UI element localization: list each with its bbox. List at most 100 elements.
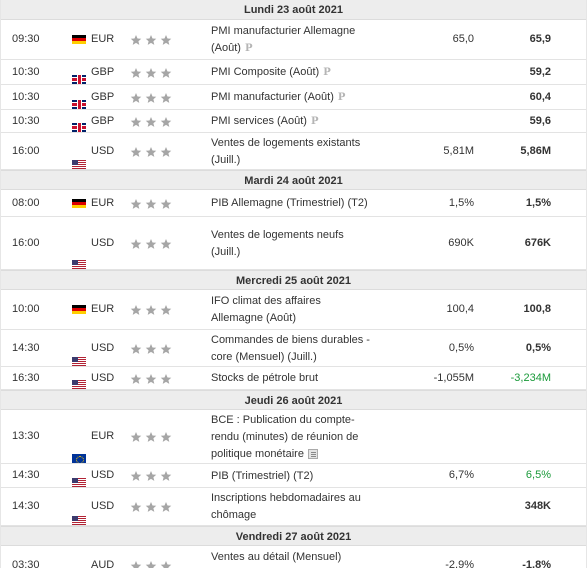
event-row[interactable]: 08:00 EUR PIB Allemagne (Trimestriel) (T2)… <box>1 190 586 217</box>
star-icon <box>145 432 157 442</box>
day-header: Mercredi 25 août 2021 <box>1 270 586 290</box>
currency-code: EUR <box>91 33 115 45</box>
event-time: 16:00 <box>12 236 40 249</box>
flag-us-icon <box>72 357 86 366</box>
event-row[interactable]: 03:30 AUD Ventes au détail (Mensuel)(Juill… <box>1 546 586 568</box>
importance-stars <box>130 431 172 443</box>
star-icon <box>145 305 157 315</box>
event-name-line: Ventes de logements existants <box>211 136 361 149</box>
event-time: 13:30 <box>12 430 40 442</box>
star-icon <box>145 471 157 481</box>
preliminary-icon: P <box>310 116 319 127</box>
event-row[interactable]: 14:30 USD Commandes de biens durables - cor… <box>1 330 586 367</box>
event-name-line: PMI Composite (Août) <box>211 66 320 78</box>
currency-code: USD <box>91 236 115 249</box>
event-row[interactable]: 10:00 EUR IFO climat des affaires Allemagne… <box>1 290 586 330</box>
event-time: 09:30 <box>12 33 40 45</box>
previous-value: 690K <box>448 236 474 249</box>
event-row[interactable]: 13:30 EUR BCE : Publication du compte-rend… <box>1 410 586 464</box>
star-icon <box>130 343 142 354</box>
event-name[interactable]: PMI services (Août) P <box>211 113 371 130</box>
event-name[interactable]: Inscriptions hebdomadaires au chômage <box>211 490 371 524</box>
event-name-line: (Juill.) <box>211 245 241 258</box>
flag-us-icon <box>72 380 86 389</box>
importance-stars <box>130 343 172 355</box>
event-row[interactable]: 14:30 USD Inscriptions hebdomadaires au chô… <box>1 488 586 526</box>
preliminary-icon: P <box>337 92 346 103</box>
actual-value: -1,8% <box>522 559 551 568</box>
flag-gb-icon <box>72 100 86 109</box>
event-name-line: Ventes de logements neufs <box>211 228 344 241</box>
event-name[interactable]: PMI manufacturier (Août) P <box>211 89 371 106</box>
star-icon <box>130 373 142 384</box>
star-icon <box>145 373 157 384</box>
star-icon <box>130 67 142 78</box>
event-row[interactable]: 10:30 GBP PMI services (Août) P 59,6 <box>1 110 586 133</box>
event-name[interactable]: Commandes de biens durables - core (Mensu… <box>211 332 371 366</box>
importance-stars <box>130 92 172 104</box>
flag-us-icon <box>72 478 86 487</box>
importance-stars <box>130 67 172 79</box>
importance-stars <box>130 373 172 385</box>
report-icon[interactable] <box>307 448 318 459</box>
star-icon <box>145 198 157 209</box>
event-name[interactable]: PIB (Trimestriel) (T2) <box>211 468 371 485</box>
star-icon <box>130 35 142 45</box>
event-row[interactable]: 14:30 USD PIB (Trimestriel) (T2) 6,7% 6,5% <box>1 464 586 488</box>
event-time: 10:30 <box>12 90 40 103</box>
event-name[interactable]: IFO climat des affaires Allemagne (Août) <box>211 293 371 327</box>
event-time: 14:30 <box>12 469 40 481</box>
star-icon <box>130 92 142 103</box>
event-row[interactable]: 10:30 GBP PMI Composite (Août) P 59,2 <box>1 60 586 85</box>
event-name-line: (Juill.) <box>211 153 241 166</box>
currency-code: AUD <box>91 559 115 568</box>
actual-value: 59,2 <box>529 65 551 78</box>
preliminary-icon: P <box>323 67 331 78</box>
event-name-line: politique monétaire <box>211 447 304 460</box>
event-row[interactable]: 16:30 USD Stocks de pétrole brut -1,055M -3,… <box>1 367 586 390</box>
star-icon <box>160 116 172 127</box>
previous-value: 0,5% <box>448 341 474 354</box>
star-icon <box>130 305 142 315</box>
event-name-line: BCE : Publication du compte- <box>211 413 355 426</box>
actual-value: 60,4 <box>529 90 551 103</box>
actual-value: 676K <box>524 236 551 249</box>
actual-value: 5,86M <box>520 144 551 157</box>
star-icon <box>160 305 172 315</box>
event-time: 08:00 <box>12 196 40 209</box>
event-time: 16:30 <box>12 371 40 384</box>
flag-de-icon <box>72 198 86 208</box>
event-name[interactable]: PMI Composite (Août) P <box>211 64 371 81</box>
event-time: 14:30 <box>12 500 40 512</box>
event-name-line: Inscriptions hebdomadaires au <box>211 492 361 504</box>
event-row[interactable]: 09:30 EUR PMI manufacturier Allemagne (Août… <box>1 20 586 60</box>
flag-de-icon <box>72 35 86 44</box>
star-icon <box>145 502 157 512</box>
currency-code: USD <box>91 144 115 157</box>
star-icon <box>145 116 157 127</box>
event-row[interactable]: 10:30 GBP PMI manufacturier (Août) P 60,4 <box>1 85 586 110</box>
preliminary-icon: P <box>244 43 253 54</box>
importance-stars <box>130 116 172 128</box>
event-name[interactable]: Ventes au détail (Mensuel)(Juill.) <box>211 549 371 568</box>
event-name-line: rendu (minutes) de réunion de <box>211 430 359 443</box>
event-name[interactable]: Ventes de logements neufs (Juill.) <box>211 227 371 261</box>
event-name-line: (Août) <box>211 42 241 54</box>
day-header: Lundi 23 août 2021 <box>1 0 586 20</box>
currency-code: USD <box>91 341 115 354</box>
event-name[interactable]: Stocks de pétrole brut <box>211 370 371 387</box>
event-name[interactable]: Ventes de logements existants (Juill.) <box>211 135 371 169</box>
importance-stars <box>130 198 172 210</box>
actual-value: 65,9 <box>529 33 551 45</box>
event-row[interactable]: 16:00 USD Ventes de logements neufs (Juill.… <box>1 217 586 270</box>
event-name[interactable]: PIB Allemagne (Trimestriel) (T2) <box>211 195 371 212</box>
event-name[interactable]: BCE : Publication du compte-rendu (minut… <box>211 412 371 463</box>
previous-value: 5,81M <box>443 144 474 157</box>
actual-value: 0,5% <box>525 341 551 354</box>
star-icon <box>130 432 142 442</box>
event-time: 03:30 <box>12 559 40 568</box>
event-row[interactable]: 16:00 USD Ventes de logements existants (Ju… <box>1 133 586 170</box>
event-name[interactable]: PMI manufacturier Allemagne (Août) P <box>211 23 371 57</box>
star-icon <box>160 35 172 45</box>
actual-value: -3,234M <box>510 371 551 384</box>
